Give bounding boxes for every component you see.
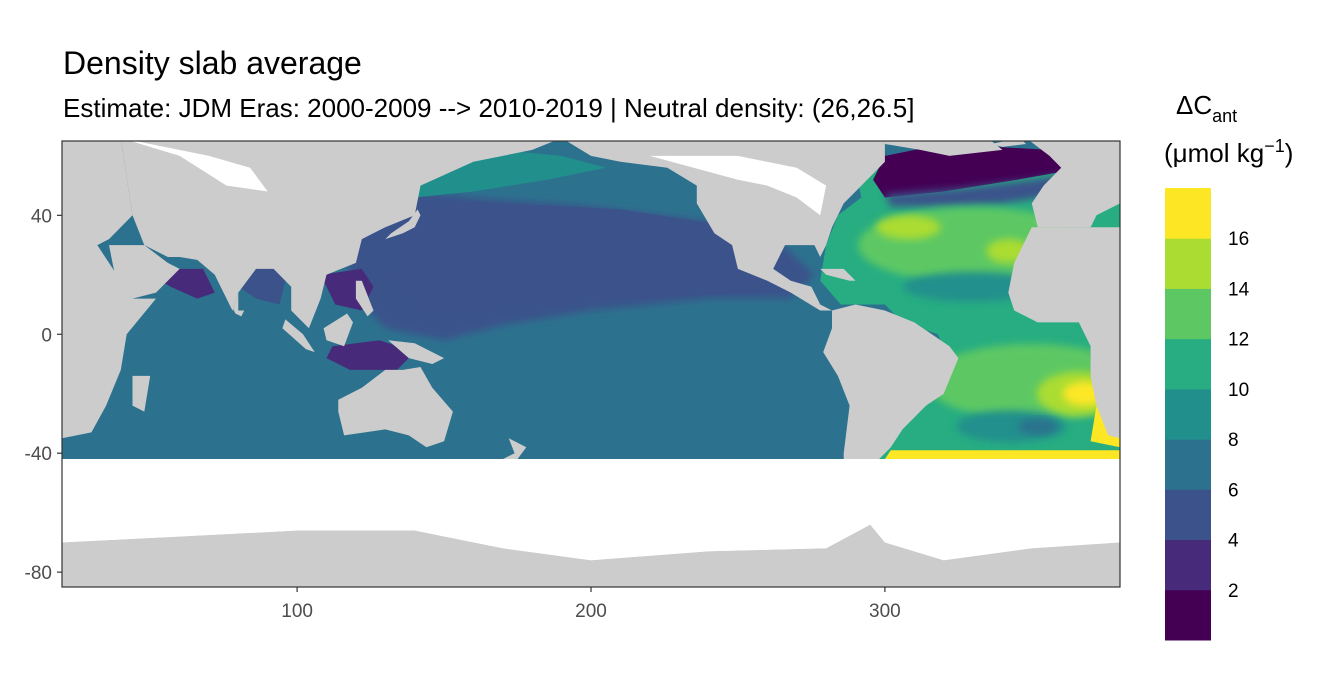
region-south-atlantic-level-4 bbox=[956, 410, 1067, 443]
legend-swatch bbox=[1165, 188, 1211, 239]
land-australia bbox=[338, 367, 453, 448]
land-madagascar bbox=[132, 375, 151, 412]
land-india-sri-lanka bbox=[214, 274, 245, 317]
legend-units-end: ) bbox=[1285, 138, 1294, 168]
legend-swatch bbox=[1165, 439, 1211, 490]
land-new-guinea bbox=[388, 340, 445, 364]
land-europe-east bbox=[1029, 141, 1120, 228]
x-tick-label: 100 bbox=[281, 601, 313, 622]
region-banda-sea bbox=[326, 340, 415, 370]
land-japan bbox=[385, 209, 421, 240]
land-sumatra bbox=[282, 319, 315, 353]
legend-break-label: 14 bbox=[1228, 279, 1250, 300]
legend-break-label: 2 bbox=[1228, 581, 1239, 602]
land-mask bbox=[62, 141, 1120, 587]
chart-title: Density slab average bbox=[63, 45, 362, 81]
land-greenland bbox=[884, 141, 1003, 156]
region-north-atlantic-core-west bbox=[876, 215, 941, 240]
legend-title-main: ΔC bbox=[1176, 90, 1212, 120]
legend-break-label: 12 bbox=[1228, 330, 1249, 351]
region-southern-boundary bbox=[884, 450, 1120, 460]
region-north-atlantic-transition bbox=[884, 170, 1085, 207]
legend-units-main: (μmol kg bbox=[1164, 138, 1264, 168]
legend-swatch bbox=[1165, 238, 1211, 289]
y-axis: 40 0 -40 -80 bbox=[25, 206, 62, 584]
y-tick-label: -40 bbox=[25, 444, 52, 465]
region-north-atlantic-subpolar bbox=[873, 144, 1109, 198]
legend-units-exp: −1 bbox=[1264, 136, 1285, 156]
legend-break-label: 4 bbox=[1228, 531, 1239, 552]
land-africa bbox=[62, 141, 156, 439]
legend-break-label: 8 bbox=[1228, 430, 1239, 451]
region-north-atlantic-level-4 bbox=[903, 271, 1044, 302]
region-south-atlantic-level-3 bbox=[1017, 418, 1058, 435]
land-borneo bbox=[323, 313, 353, 347]
x-tick-label: 200 bbox=[575, 601, 607, 622]
x-axis: 100 200 300 bbox=[281, 587, 901, 622]
legend-colorbar bbox=[1165, 188, 1211, 641]
chart-subtitle: Estimate: JDM Eras: 2000-2009 --> 2010-2… bbox=[63, 93, 914, 123]
legend-title-sub: ant bbox=[1212, 106, 1237, 126]
land-caribbean bbox=[820, 268, 856, 281]
no-data-caspian bbox=[130, 141, 268, 192]
map-panel bbox=[61, 140, 1121, 588]
land-antarctica bbox=[62, 524, 1120, 587]
no-data-edge bbox=[62, 459, 1120, 463]
x-tick-label: 300 bbox=[869, 601, 901, 622]
legend-units: (μmol kg−1) bbox=[1164, 136, 1293, 168]
land-africa-east bbox=[1008, 227, 1120, 439]
y-tick-label: -80 bbox=[25, 563, 52, 584]
land-iceland bbox=[990, 141, 1026, 147]
land-eurasia bbox=[121, 141, 555, 329]
land-south-america bbox=[823, 304, 959, 501]
legend-swatch bbox=[1165, 338, 1211, 390]
legend-break-label: 10 bbox=[1228, 380, 1249, 401]
legend-swatch bbox=[1165, 388, 1211, 440]
legend-break-label: 6 bbox=[1228, 480, 1239, 501]
legend-swatch bbox=[1165, 288, 1211, 340]
land-arabia bbox=[109, 245, 180, 299]
legend: ΔCant (μmol kg−1) 2 4 6 8 10 12 14 16 bbox=[1164, 90, 1293, 641]
no-data-hudson bbox=[649, 155, 827, 216]
legend-title: ΔCant bbox=[1176, 90, 1237, 126]
legend-swatch bbox=[1165, 489, 1211, 541]
y-tick-label: 0 bbox=[41, 325, 52, 346]
land-philippines bbox=[355, 280, 374, 317]
legend-swatch bbox=[1165, 539, 1211, 591]
no-data-southern-ocean bbox=[62, 459, 1120, 561]
region-north-pacific-core bbox=[385, 200, 791, 317]
y-tick-label: 40 bbox=[31, 206, 52, 227]
legend-break-label: 16 bbox=[1228, 229, 1249, 250]
legend-labels: 2 4 6 8 10 12 14 16 bbox=[1228, 229, 1250, 602]
legend-swatch bbox=[1165, 589, 1211, 641]
